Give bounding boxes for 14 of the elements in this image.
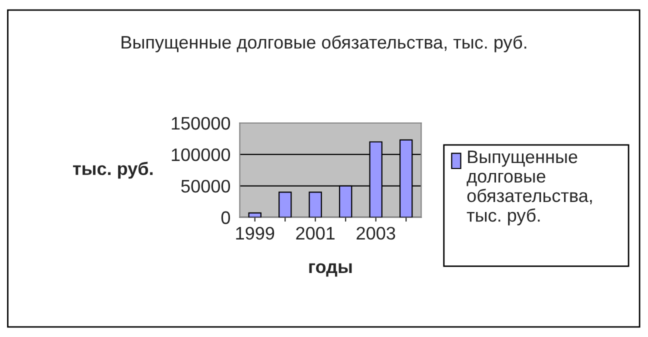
- y-tick-label: 0: [221, 211, 230, 224]
- x-axis-title: годы: [309, 263, 352, 277]
- x-tick-label: 2001: [296, 226, 335, 240]
- chart-title: Выпущенные долговые обязательства, тыс. руб.: [122, 35, 526, 52]
- x-tick-label: 1999: [236, 226, 274, 240]
- y-tick-label: 50000: [181, 180, 230, 193]
- legend-label: Выпущенные долговые обязательства, тыс. руб.: [466, 150, 592, 226]
- bar: [248, 212, 262, 218]
- bar: [308, 192, 322, 218]
- y-tick-label: 100000: [172, 148, 230, 162]
- y-tick-label: 150000: [172, 116, 230, 130]
- y-axis-title: тыс. руб.: [73, 162, 153, 179]
- bar: [278, 192, 292, 218]
- x-tick-label: 2003: [356, 226, 396, 240]
